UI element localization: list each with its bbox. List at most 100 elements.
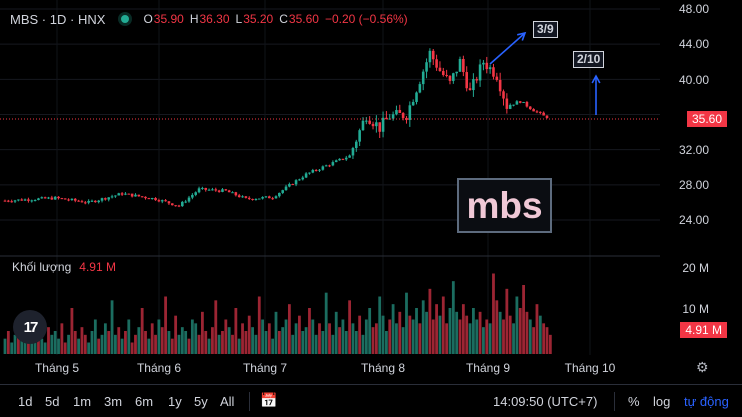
time-axis-label: Tháng 8	[360, 361, 406, 375]
volume-bar	[388, 319, 392, 354]
volume-bar	[13, 334, 17, 354]
candle	[100, 198, 104, 201]
candle	[475, 79, 479, 81]
candle	[508, 104, 512, 109]
candle	[47, 197, 50, 199]
volume-bar	[107, 331, 111, 354]
volume-bar	[134, 334, 137, 354]
volume-bar	[194, 323, 198, 354]
candle	[308, 172, 311, 174]
volume-bar	[207, 338, 211, 354]
low-label: L	[235, 12, 243, 26]
annotation-label-second[interactable]: 2/10	[573, 51, 605, 68]
volume-bar	[358, 315, 362, 354]
market-status-icon[interactable]	[121, 15, 130, 23]
candle	[70, 198, 74, 201]
candle	[214, 189, 218, 191]
candle	[60, 198, 64, 200]
range-button-3m[interactable]: 3m	[104, 394, 123, 409]
candle	[324, 165, 328, 167]
candle	[492, 67, 495, 77]
range-button-1m[interactable]: 1m	[73, 394, 92, 409]
chart-legend: MBS · 1D · HNX O 35.90 H 36.30 L 35.20 C 35.…	[10, 10, 414, 28]
clock-timezone[interactable]: 14:09:50 (UTC+7)	[493, 394, 598, 409]
candle	[415, 92, 418, 102]
range-button-6m[interactable]: 6m	[135, 394, 154, 409]
candle	[67, 199, 70, 201]
volume-bar	[114, 334, 117, 354]
range-button-all[interactable]: All	[220, 394, 235, 409]
candle	[187, 197, 191, 202]
volume-bar	[428, 288, 432, 354]
volume-bar	[304, 327, 308, 354]
volume-bar	[167, 331, 171, 354]
range-button-1d[interactable]: 1d	[18, 394, 33, 409]
volume-bar	[522, 285, 525, 354]
volume-bar	[200, 311, 204, 354]
volume-bar	[120, 338, 124, 354]
volume-bar	[124, 331, 127, 354]
volume-bar	[328, 323, 331, 354]
volume-bar	[354, 331, 358, 354]
auto-scale-toggle[interactable]: tự động	[684, 394, 729, 409]
candle	[438, 67, 442, 72]
volume-bar	[197, 334, 201, 354]
volume-bar	[241, 323, 244, 354]
volume-bar	[425, 311, 428, 354]
candle	[57, 196, 60, 199]
volume-legend[interactable]: Khối lượng 4.91 M	[12, 260, 116, 274]
range-button-5d[interactable]: 5d	[45, 394, 60, 409]
candle	[211, 189, 214, 191]
volume-bar	[374, 323, 378, 354]
volume-bar	[57, 338, 60, 354]
percent-scale-toggle[interactable]: %	[628, 394, 640, 409]
annotation-label-first[interactable]: 3/9	[533, 21, 558, 38]
candle	[371, 123, 375, 127]
volume-bar	[217, 334, 221, 354]
volume-bar	[204, 331, 208, 354]
volume-bar	[441, 296, 445, 354]
volume-bar	[60, 323, 64, 354]
time-axis-label: Tháng 9	[465, 361, 511, 375]
volume-bar	[351, 323, 355, 354]
candle	[502, 91, 505, 99]
date-range-calendar-icon[interactable]: 📅	[260, 392, 278, 408]
volume-bar	[314, 334, 318, 354]
volume-bar	[221, 331, 224, 354]
volume-bar	[532, 327, 536, 354]
volume-bar	[20, 338, 24, 354]
candle	[298, 179, 301, 181]
candle	[284, 186, 288, 191]
volume-bar	[227, 327, 231, 354]
candle	[498, 79, 502, 92]
volume-bar	[471, 308, 475, 354]
candle	[127, 193, 131, 195]
log-scale-toggle[interactable]: log	[653, 394, 671, 409]
range-button-5y[interactable]: 5y	[194, 394, 208, 409]
candle	[301, 177, 305, 180]
volume-bar	[47, 327, 50, 354]
candle	[264, 196, 268, 198]
volume-bar	[465, 315, 469, 354]
candle	[120, 193, 124, 195]
volume-bar	[344, 331, 348, 354]
candle	[311, 170, 315, 173]
volume-bar	[287, 304, 291, 354]
range-button-1y[interactable]: 1y	[168, 394, 182, 409]
candle	[542, 112, 545, 116]
settings-gear-icon[interactable]: ⚙	[696, 359, 709, 375]
candle	[328, 165, 331, 167]
tradingview-logo[interactable]: 17	[13, 310, 47, 344]
volume-bar	[281, 327, 285, 354]
candle	[117, 193, 121, 196]
candle	[288, 184, 291, 187]
interval-label[interactable]: 1D	[49, 11, 67, 27]
volume-bar	[140, 308, 144, 354]
candle	[472, 79, 475, 91]
candle	[251, 198, 254, 200]
change-value: −0.20 (−0.56%)	[324, 12, 408, 26]
volume-bar	[231, 334, 234, 354]
candle	[378, 122, 382, 132]
volume-bar	[528, 319, 532, 354]
